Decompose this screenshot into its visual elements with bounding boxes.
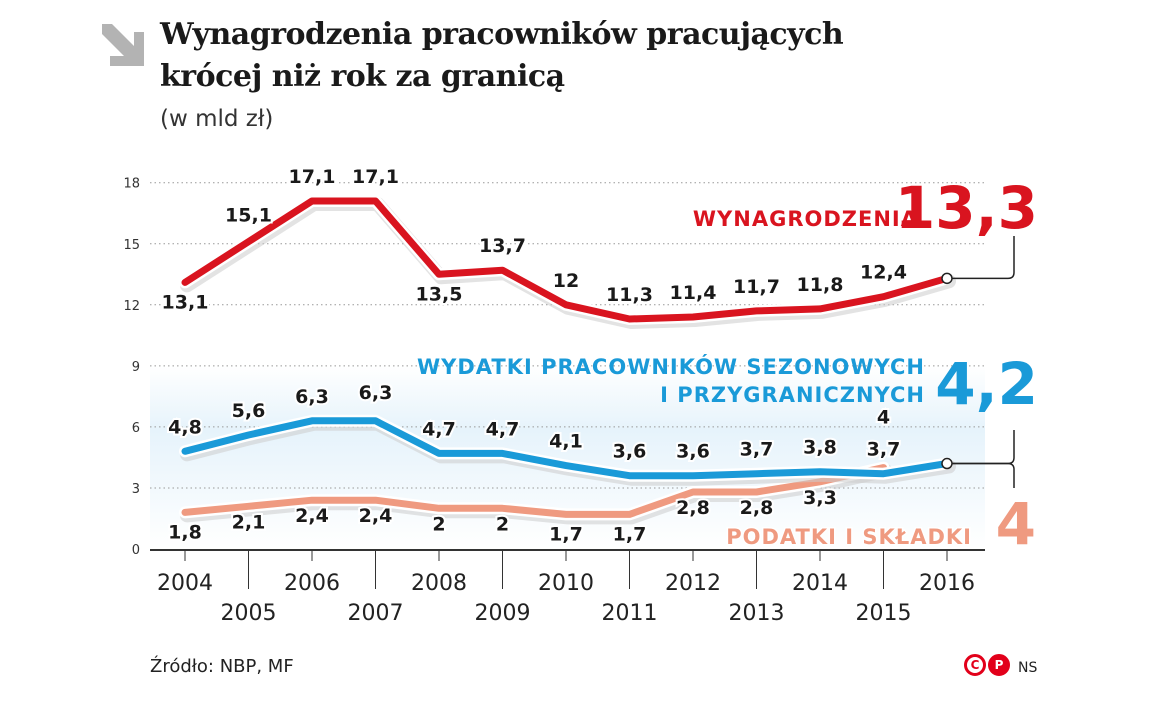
- x-tick-label: 2015: [856, 601, 912, 626]
- wydatki-data-label: 6,3: [295, 386, 329, 408]
- chart-title: Wynagrodzenia pracowników pracujących kr…: [160, 14, 844, 98]
- podatki-data-label: 1,7: [613, 523, 647, 545]
- x-tick-label: 2010: [538, 571, 594, 596]
- wydatki-line: [181, 417, 951, 480]
- logo-c-icon: C: [964, 654, 986, 676]
- podatki-legend-label: PODATKI I SKŁADKI: [726, 525, 972, 549]
- y-tick-label: 9: [132, 360, 140, 375]
- y-tick-label: 12: [123, 299, 140, 314]
- wydatki-data-label: 6,3: [359, 382, 393, 404]
- publisher-logo: C P: [964, 654, 1010, 676]
- logo-p-icon: P: [988, 654, 1010, 676]
- wynagrodzenia-data-label: 13,1: [162, 291, 209, 313]
- wydatki-data-label: 3,6: [613, 441, 647, 463]
- wydatki-data-label: 3,7: [867, 439, 901, 461]
- wynagrodzenia-connector: [947, 236, 1015, 280]
- wynagrodzenia-data-label: 11,3: [606, 284, 653, 306]
- podatki-data-label: 2,4: [359, 505, 393, 527]
- x-tick-label: 2005: [221, 601, 277, 626]
- wynagrodzenia-data-label: 11,4: [670, 282, 717, 304]
- podatki-data-label: 2,4: [295, 505, 329, 527]
- wydatki-data-label: 4,7: [486, 418, 520, 440]
- wynagrodzenia-data-label: 12: [553, 270, 579, 292]
- wydatki-data-label: 3,7: [740, 439, 774, 461]
- x-tick-label: 2014: [792, 571, 848, 596]
- podatki-data-label: 2,8: [676, 497, 710, 519]
- wynagrodzenia-data-label: 13,7: [479, 235, 526, 257]
- wynagrodzenia-end-marker: [941, 272, 953, 285]
- podatki-data-label: 4: [877, 407, 890, 429]
- wydatki-legend-label-line2: I PRZYGRANICZNYCH: [660, 383, 925, 407]
- wydatki-data-label: 4,8: [168, 416, 202, 438]
- podatki-data-label: 3,3: [803, 487, 837, 509]
- chart-title-line1: Wynagrodzenia pracowników pracujących: [160, 17, 844, 52]
- wydatki-data-label: 3,8: [803, 437, 837, 459]
- x-tick-label: 2007: [348, 601, 404, 626]
- y-tick-label: 6: [132, 421, 140, 436]
- wydatki-data-label: 5,6: [232, 400, 266, 422]
- wydatki-final-value: 4,2: [935, 350, 1038, 418]
- podatki-data-label: 2: [496, 513, 509, 535]
- author-initials: NS: [1018, 660, 1038, 676]
- chart-title-line2: krócej niż rok za granicą: [160, 59, 565, 94]
- podatki-data-label: 1,7: [549, 523, 583, 545]
- wynagrodzenia-data-label: 17,1: [289, 166, 336, 188]
- wydatki-data-label: 3,6: [676, 441, 710, 463]
- y-tick-label: 0: [132, 543, 140, 558]
- x-tick-label: 2012: [665, 571, 721, 596]
- arrow-down-right-icon: [102, 24, 144, 66]
- x-tick-label: 2008: [411, 571, 467, 596]
- x-tick-label: 2016: [919, 571, 975, 596]
- wynagrodzenia-data-label: 15,1: [225, 205, 272, 227]
- wynagrodzenia-data-label: 11,7: [733, 276, 780, 298]
- wynagrodzenia-data-label: 17,1: [352, 166, 399, 188]
- podatki-final-value: 4: [996, 490, 1036, 558]
- wynagrodzenia-data-label: 12,4: [860, 262, 907, 284]
- y-tick-label: 3: [132, 482, 140, 497]
- podatki-data-label: 2: [432, 513, 445, 535]
- chart-subtitle: (w mld zł): [160, 106, 274, 132]
- podatki-data-label: 2,1: [232, 511, 266, 533]
- wynagrodzenia-legend-label: WYNAGRODZENIA: [693, 207, 918, 231]
- podatki-connector: [947, 462, 1015, 488]
- x-tick-label: 2009: [475, 601, 531, 626]
- y-tick-label: 18: [123, 177, 140, 192]
- wydatki-data-label: 4,1: [549, 431, 583, 453]
- wynagrodzenia-final-value: 13,3: [895, 174, 1038, 242]
- wydatki-legend-label-line1: WYDATKI PRACOWNIKÓW SEZONOWYCH: [417, 354, 925, 379]
- x-tick-label: 2013: [729, 601, 785, 626]
- wynagrodzenia-data-label: 11,8: [797, 274, 844, 296]
- source-note: Źródło: NBP, MF: [150, 656, 294, 677]
- wynagrodzenia-data-label: 13,5: [416, 283, 463, 305]
- wydatki-end-marker: [941, 457, 953, 470]
- wydatki-data-label: 4,7: [422, 418, 456, 440]
- x-tick-label: 2011: [602, 601, 658, 626]
- wynagrodzenia-line: [181, 197, 951, 323]
- podatki-data-label: 2,8: [740, 497, 774, 519]
- podatki-line: [181, 464, 887, 518]
- y-tick-label: 15: [123, 238, 140, 253]
- x-tick-label: 2006: [284, 571, 340, 596]
- x-tick-label: 2004: [157, 571, 213, 596]
- podatki-data-label: 1,8: [168, 521, 202, 543]
